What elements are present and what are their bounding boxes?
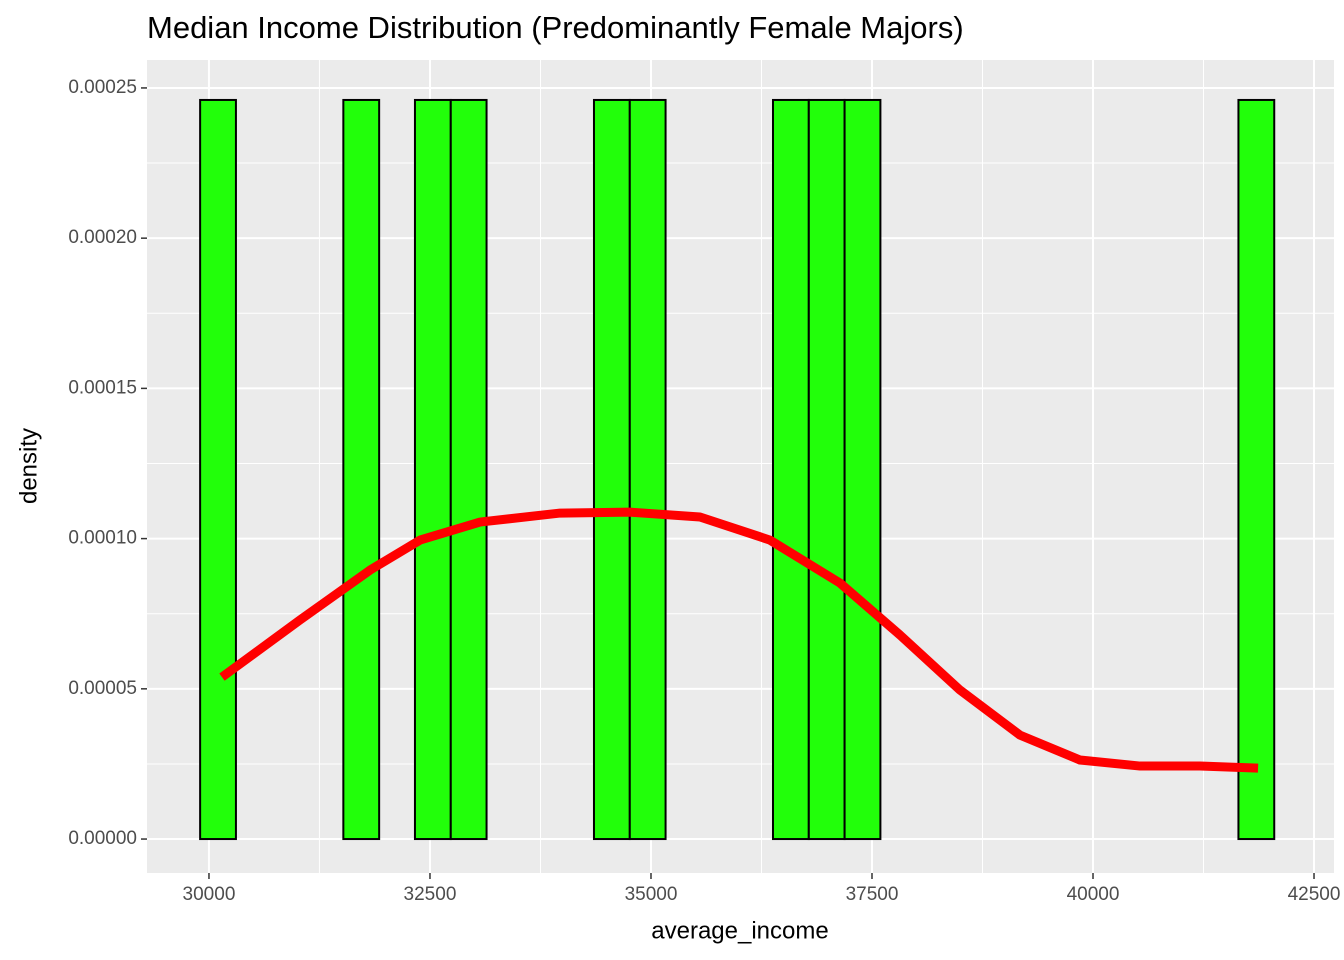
bar [449,98,488,841]
y-tick-label: 0.00015 [68,377,137,398]
x-tick-label: 37500 [846,884,899,905]
bar [1237,98,1276,841]
x-axis-title: average_income [651,917,828,944]
panel [147,60,1334,873]
x-tick-label: 42500 [1288,884,1341,905]
bar [592,98,631,841]
bar [342,98,381,841]
y-tick-label: 0.00005 [68,678,137,699]
y-tick-label: 0.00010 [68,528,137,549]
bar [807,98,846,841]
bar [628,98,667,841]
x-tick-label: 35000 [625,884,678,905]
y-tick-label: 0.00020 [68,227,137,248]
bar [413,98,452,841]
bar [199,98,237,841]
y-tick-label: 0.00000 [68,828,137,849]
bar [771,98,810,841]
chart-title: Median Income Distribution (Predominantl… [147,10,964,45]
bar [843,98,882,841]
y-axis-title: density [15,428,42,504]
x-tick-label: 40000 [1067,884,1120,905]
density-curve [219,507,1259,773]
x-tick-label: 30000 [183,884,236,905]
y-tick-label: 0.00025 [68,77,137,98]
x-tick-label: 32500 [404,884,457,905]
